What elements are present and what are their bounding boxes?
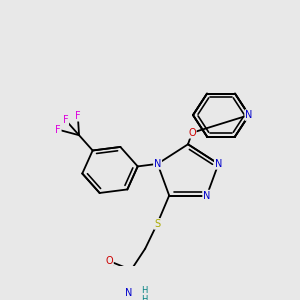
Text: N: N	[124, 288, 132, 298]
Text: N: N	[154, 159, 161, 169]
Text: F: F	[75, 111, 81, 121]
Text: O: O	[105, 256, 113, 266]
Text: F: F	[55, 124, 61, 135]
Text: S: S	[154, 219, 160, 229]
Text: N: N	[215, 159, 222, 169]
Text: H: H	[141, 296, 147, 300]
Text: N: N	[203, 190, 211, 200]
Text: O: O	[188, 128, 196, 138]
Text: H: H	[141, 286, 147, 295]
Text: F: F	[63, 115, 68, 125]
Text: N: N	[245, 110, 253, 120]
